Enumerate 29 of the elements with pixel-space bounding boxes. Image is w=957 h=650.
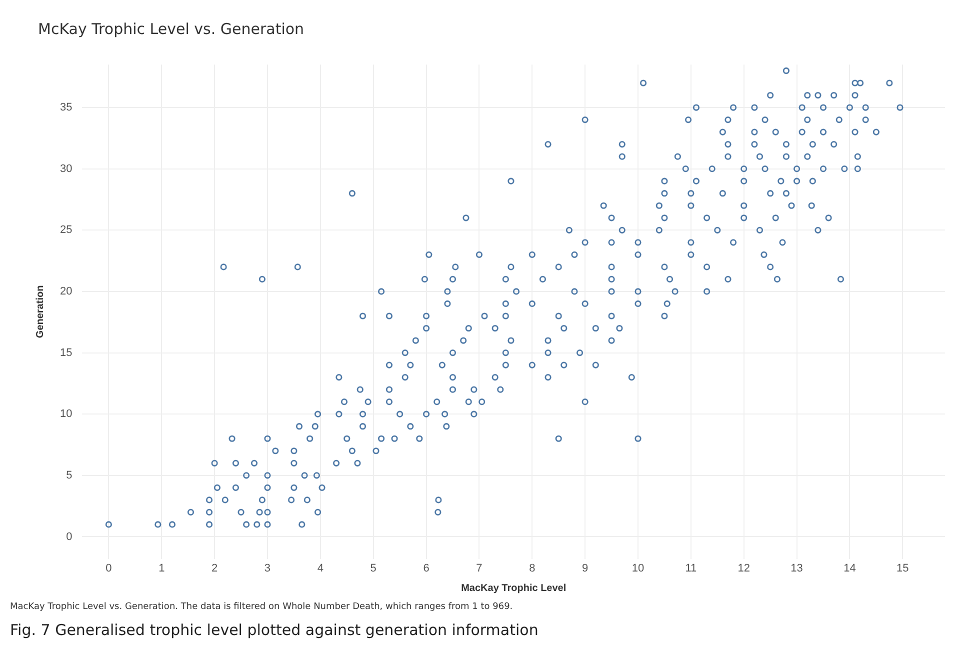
y-tick-label: 25 [60, 224, 72, 236]
y-tick-label: 30 [60, 162, 72, 175]
x-tick-label: 8 [529, 562, 536, 574]
x-tick-label: 2 [212, 562, 218, 574]
caption: Fig. 7 Generalised trophic level plotted against generation information [10, 621, 538, 639]
x-axis-title: MacKay Trophic Level [461, 582, 566, 594]
x-tick-label: 7 [476, 562, 482, 574]
x-tick-label: 13 [790, 562, 803, 574]
x-tick-label: 3 [264, 562, 271, 574]
x-tick-label: 6 [423, 562, 430, 574]
x-tick-label: 5 [370, 562, 376, 574]
y-tick-label: 35 [60, 102, 72, 114]
y-tick-label: 20 [60, 285, 72, 298]
x-tick-label: 11 [685, 562, 697, 574]
x-tick-label: 15 [896, 562, 909, 574]
text: MacKay Trophic Level vs. Generation. The data is filtered on Whole Number Death, which ranges from 1 to 969. [10, 602, 513, 612]
y-tick-label: 15 [60, 346, 72, 359]
x-tick-label: 14 [844, 562, 856, 574]
x-tick-label: 10 [632, 562, 644, 574]
x-tick-label: 4 [317, 562, 324, 574]
chart-title: McKay Trophic Level vs. Generation [38, 20, 304, 38]
y-tick-label: 5 [66, 469, 72, 482]
x-tick-label: 1 [158, 562, 165, 574]
x-tick-label: 9 [582, 562, 588, 574]
y-tick-label: 0 [66, 530, 72, 543]
x-tick-label: 12 [738, 562, 750, 574]
x-tick-label: 0 [106, 562, 112, 574]
y-axis-title: Generation [34, 285, 46, 338]
y-tick-label: 10 [60, 408, 72, 420]
